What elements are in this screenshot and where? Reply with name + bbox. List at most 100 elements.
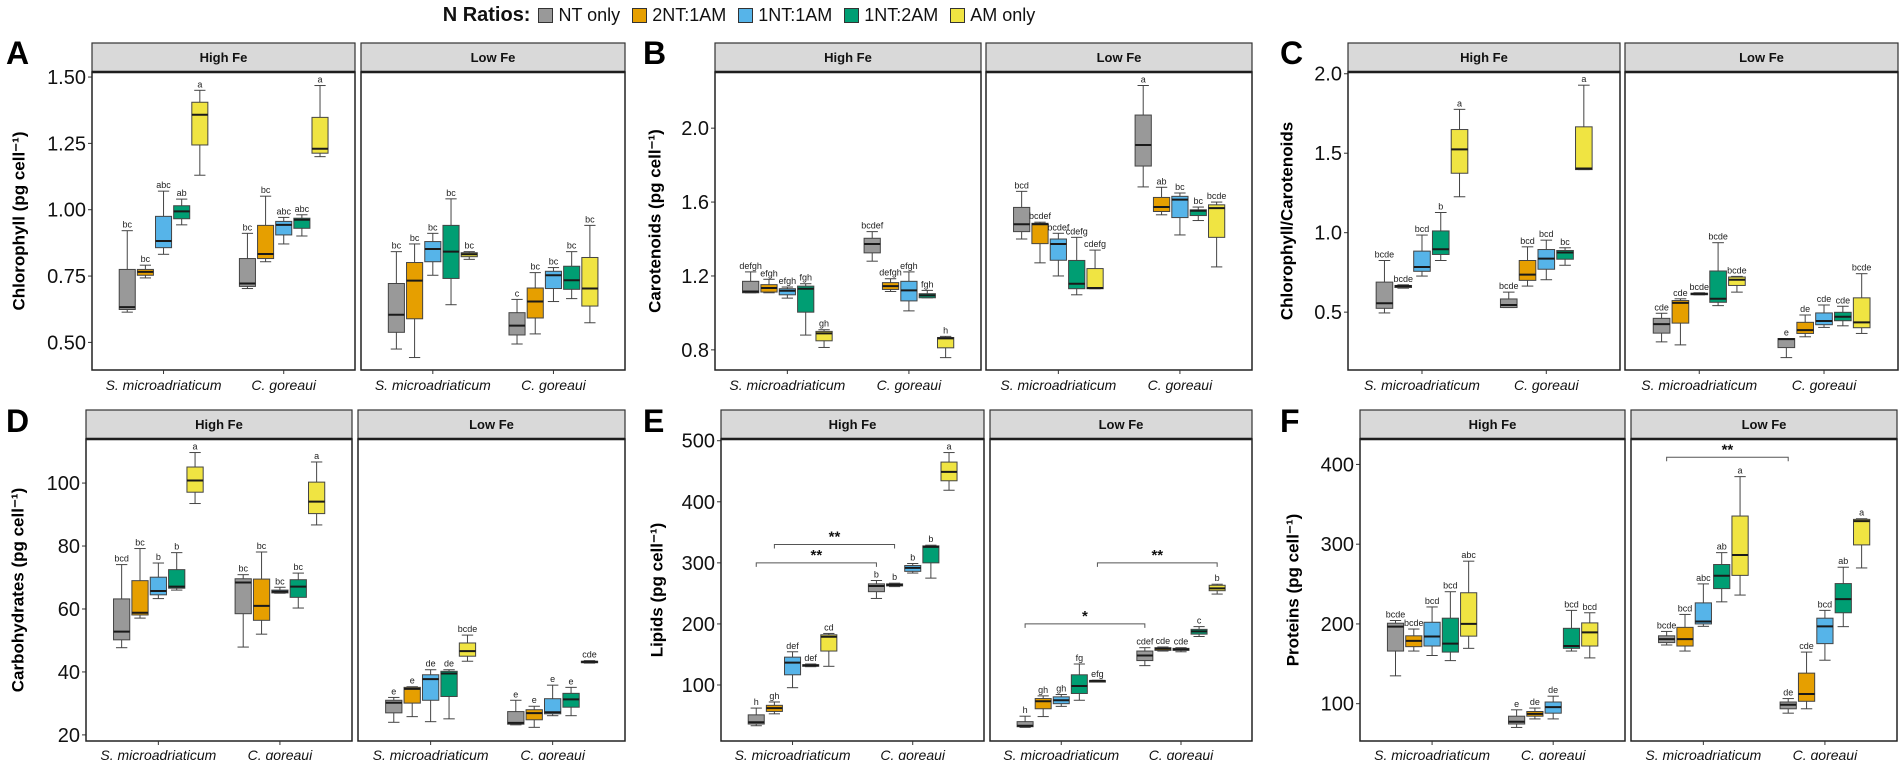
significance-letter: defgh	[739, 261, 762, 271]
significance-letter: abc	[276, 206, 291, 216]
x-tick-label: S. microadriaticum	[1000, 377, 1116, 393]
significance-letter: efg	[1091, 669, 1104, 679]
box	[797, 285, 815, 313]
significance-letter: bcd	[1564, 599, 1579, 609]
significance-letter: cdef	[1136, 637, 1154, 647]
legend-item: 2NT:1AM	[632, 5, 726, 26]
box	[1652, 317, 1671, 334]
box	[1581, 622, 1599, 647]
boxplot: a	[311, 75, 329, 158]
significance-letter: de	[1800, 304, 1810, 314]
facet-strip	[1630, 409, 1898, 440]
boxplot: abc	[1460, 550, 1478, 649]
boxplot: cde	[1154, 636, 1172, 652]
significance-letter: e	[1514, 699, 1519, 709]
significance-letter: bcde	[1708, 232, 1728, 242]
boxplot: e	[403, 676, 421, 718]
significance-letter: bc	[275, 576, 285, 586]
x-tick-label: S. microadriaticum	[100, 747, 216, 760]
x-tick-label: S. microadriaticum	[729, 377, 845, 393]
box	[191, 101, 209, 146]
boxplot: ab	[1152, 176, 1171, 216]
facet-strip	[85, 409, 353, 440]
significance-stars: **	[1151, 547, 1163, 564]
box	[1086, 268, 1104, 290]
x-tick-label: S. microadriaticum	[373, 747, 489, 760]
y-tick-label: 0.75	[47, 266, 86, 288]
significance-letter: cde	[1817, 294, 1832, 304]
boxplot: bc	[1189, 196, 1207, 222]
x-tick-label: C. goreaui	[521, 377, 586, 393]
boxplot: bc	[234, 564, 252, 648]
boxplot: de	[1544, 685, 1562, 720]
significance-letter: bc	[428, 222, 438, 232]
significance-letter: bc	[1560, 237, 1570, 247]
significance-letter: bc	[122, 220, 132, 230]
x-tick-label: C. goreaui	[1149, 747, 1214, 760]
box	[1049, 238, 1067, 261]
significance-letter: b	[1215, 573, 1220, 583]
box	[1134, 114, 1152, 167]
box	[1070, 674, 1088, 694]
significance-letter: bc	[243, 222, 253, 232]
significance-letter: bcd	[1678, 603, 1693, 613]
facet: Low Fe S. microadriaticum e e de de bcde C. gor…	[357, 409, 626, 760]
facet-strip	[720, 409, 985, 440]
boxplot: bcd	[113, 554, 131, 649]
facet-label: High Fe	[195, 417, 243, 432]
boxplot: bc	[257, 185, 275, 263]
boxplot: bcd	[1537, 229, 1556, 281]
y-tick-label: 40	[58, 662, 80, 684]
box	[1171, 195, 1189, 219]
significance-letter: cde	[1836, 295, 1851, 305]
y-tick-label: 1.5	[1314, 143, 1342, 165]
box	[526, 287, 544, 319]
facet: Low FeS. microadriaticumbcdbcdefbcdefcde…	[985, 42, 1253, 393]
significance-letter: e	[410, 676, 415, 686]
box	[406, 262, 424, 320]
panel-letter: F	[1280, 403, 1300, 439]
significance-letter: b	[928, 534, 933, 544]
significance-letter: gh	[1056, 684, 1066, 694]
significance-letter: ab	[1157, 176, 1167, 186]
x-tick-label: C. goreaui	[251, 377, 316, 393]
significance-letter: cdefg	[1084, 239, 1106, 249]
plot-frame	[1624, 71, 1899, 371]
boxplot: defgh	[739, 261, 762, 294]
legend-swatch	[632, 7, 648, 23]
boxplot: a	[308, 451, 326, 526]
significance-letter: a	[1859, 508, 1864, 518]
significance-letter: bc	[549, 257, 559, 267]
box	[1728, 276, 1746, 286]
facet-label: High Fe	[824, 50, 872, 65]
plot-frame	[720, 438, 985, 742]
facet-label: Low Fe	[1097, 50, 1142, 65]
y-tick-label: 1.2	[681, 266, 709, 288]
significance-letter: a	[318, 75, 323, 85]
boxplot: h	[937, 325, 955, 359]
y-tick-label: 80	[58, 536, 80, 558]
boxplot: bcd	[1816, 599, 1834, 661]
significance-letter: de	[426, 659, 436, 669]
y-tick-label: 0.5	[1314, 302, 1342, 324]
boxplot: efgh	[900, 261, 918, 312]
y-axis-title: Chlorophyll/Carotenoids	[1277, 122, 1296, 320]
x-tick-label: S. microadriaticum	[1374, 747, 1490, 760]
boxplot: bcde	[1689, 282, 1709, 296]
panel-D: D Carbohydrates (pg cell⁻¹) 20 40 60 80 100 Hig…	[6, 403, 626, 760]
significance-letter: bcd	[1443, 581, 1458, 591]
boxplot: de	[1796, 304, 1815, 338]
y-tick-label: 1.00	[47, 200, 86, 222]
boxplot: gh	[1052, 684, 1070, 707]
box	[289, 579, 307, 598]
boxplot: bcde	[1207, 191, 1226, 268]
legend-swatch	[950, 7, 966, 23]
box	[440, 670, 458, 697]
legend-swatch	[738, 7, 754, 23]
significance-letter: h	[754, 697, 759, 707]
box	[1034, 698, 1052, 710]
significance-stars: **	[829, 529, 841, 546]
boxplot: c	[508, 288, 526, 345]
